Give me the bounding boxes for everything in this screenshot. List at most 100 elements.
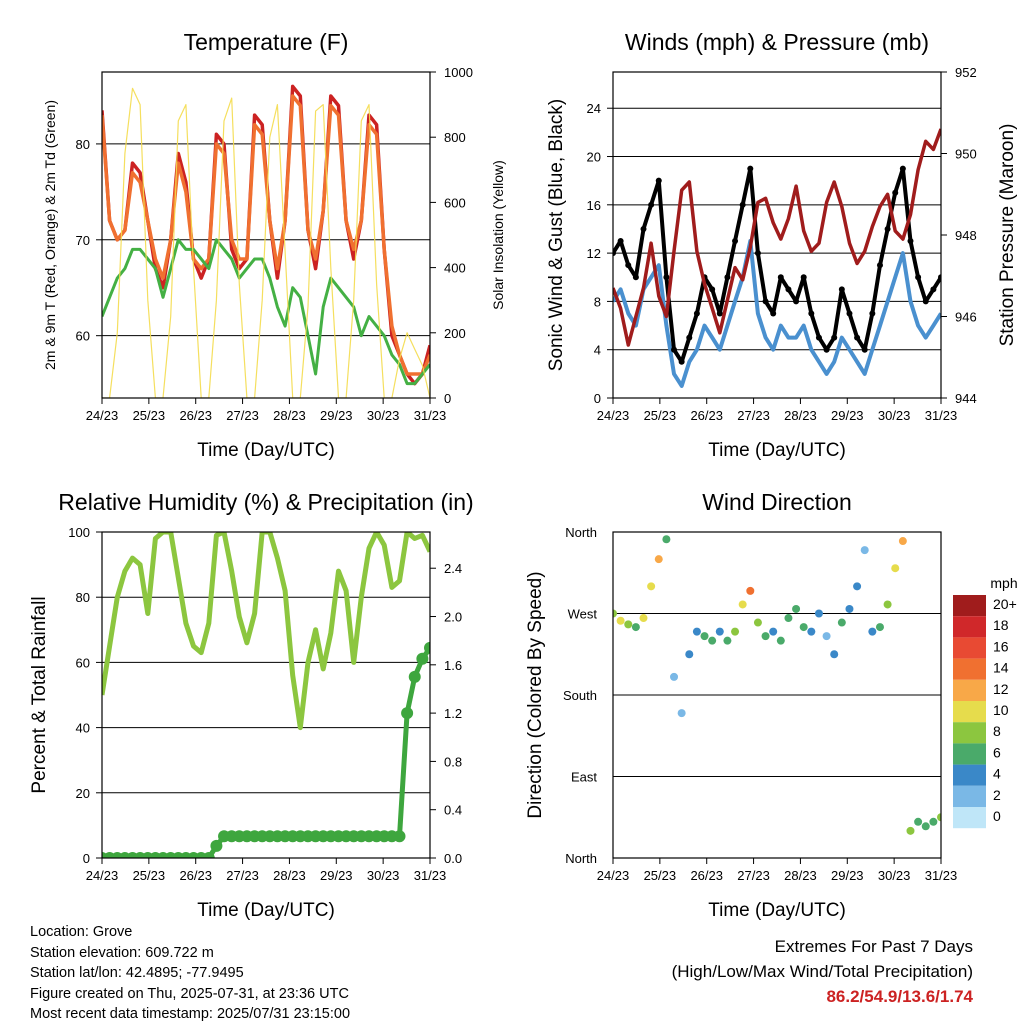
direction-point [875, 623, 884, 632]
direction-point [845, 604, 854, 613]
legend-swatch [953, 743, 986, 765]
direction-point [853, 582, 862, 591]
gust-point [808, 310, 815, 317]
y-right-tick-label: 0 [444, 391, 451, 406]
gust-point [663, 274, 670, 281]
x-tick-label: 26/23 [179, 408, 212, 423]
precip-point [416, 652, 429, 665]
series-line-relative-humidity [102, 532, 430, 731]
legend-title: mph [990, 575, 1017, 591]
x-tick-label: 27/23 [226, 408, 259, 423]
gust-point [915, 274, 922, 281]
x-tick-label: 27/23 [226, 868, 259, 883]
gust-point [747, 165, 754, 172]
legend-label: 12 [993, 681, 1009, 697]
legend-swatch [953, 785, 986, 807]
direction-point [868, 627, 877, 636]
direction-point [822, 632, 831, 641]
gust-point [678, 358, 685, 365]
legend-swatch [953, 722, 986, 744]
gust-point [831, 334, 838, 341]
y-axis-label-right: Station Pressure (Maroon) [997, 124, 1018, 347]
direction-point [631, 623, 640, 632]
legend-label: 8 [993, 723, 1001, 739]
y-tick-label: North [565, 525, 597, 540]
y-right-tick-label: 0.8 [444, 754, 462, 769]
gust-point [724, 274, 731, 281]
gust-point [754, 250, 761, 257]
y-tick-label: 12 [587, 246, 601, 261]
precip-point [424, 641, 430, 654]
direction-point [708, 636, 717, 645]
direction-point [647, 582, 656, 591]
gust-point [777, 274, 784, 281]
gust-point [838, 286, 845, 293]
station-elevation: Station elevation: 609.722 m [30, 944, 214, 961]
gust-point [640, 225, 647, 232]
data-layer [613, 128, 941, 388]
gust-point [671, 346, 678, 353]
direction-point [929, 817, 938, 826]
legend-swatch [953, 679, 986, 701]
y-axis-label: Percent & Total Rainfall [29, 596, 50, 793]
series-line-wind [613, 239, 941, 388]
x-tick-label: 30/23 [878, 408, 911, 423]
direction-point [692, 627, 701, 636]
legend-label: 10 [993, 702, 1009, 718]
y-tick-label: 70 [76, 233, 90, 248]
x-tick-label: 24/23 [597, 868, 630, 883]
direction-point [921, 822, 930, 831]
precip-point [408, 670, 421, 683]
legend-label: 20+ [993, 596, 1017, 612]
legend-label: 6 [993, 744, 1001, 760]
x-tick-label: 31/23 [925, 408, 958, 423]
direction-point [860, 546, 869, 555]
x-axis-label: Time (Day/UTC) [708, 900, 846, 920]
direction-point [616, 616, 625, 625]
gust-point [930, 286, 937, 293]
x-tick-label: 28/23 [273, 408, 306, 423]
direction-point [731, 627, 740, 636]
y-right-tick-label: 400 [444, 261, 466, 276]
gust-point [800, 274, 807, 281]
gust-point [938, 274, 941, 281]
chart-title: Winds (mph) & Pressure (mb) [625, 29, 929, 55]
legend-label: 0 [993, 808, 1001, 824]
legend-swatch [953, 616, 986, 638]
legend-label: 4 [993, 766, 1001, 782]
data-layer [102, 84, 430, 398]
x-tick-label: 29/23 [320, 408, 353, 423]
direction-point [700, 632, 709, 641]
gust-point [884, 225, 891, 232]
y-tick-label: 100 [68, 525, 90, 540]
legend-label: 18 [993, 617, 1009, 633]
y-axis-label: Direction (Colored By Speed) [525, 571, 546, 818]
y-tick-label: 0 [594, 391, 601, 406]
y-right-tick-label: 0.0 [444, 851, 462, 866]
y-tick-label: 80 [76, 137, 90, 152]
station-location: Location: Grove [30, 924, 133, 940]
y-right-tick-label: 950 [955, 147, 977, 162]
x-tick-label: 28/23 [784, 868, 817, 883]
direction-point [914, 817, 923, 826]
speed-legend: mph 20+ 18 16 14 12 10 8 6 4 2 0 [953, 575, 1018, 829]
x-tick-label: 29/23 [320, 868, 353, 883]
gust-point [732, 238, 739, 245]
x-tick-label: 24/23 [597, 408, 630, 423]
chart-title: Wind Direction [702, 489, 852, 515]
direction-point [776, 636, 785, 645]
legend-swatch [953, 658, 986, 680]
gust-point [625, 262, 632, 269]
x-tick-label: 28/23 [273, 868, 306, 883]
x-tick-label: 28/23 [784, 408, 817, 423]
gust-point [762, 298, 769, 305]
extremes-values: 86.2/54.9/13.6/1.74 [826, 987, 973, 1006]
gust-point [861, 346, 868, 353]
x-tick-label: 31/23 [414, 408, 447, 423]
direction-point [769, 627, 778, 636]
legend-swatch [953, 807, 986, 829]
direction-point [662, 535, 671, 544]
gust-point [922, 298, 929, 305]
gust-point [693, 310, 700, 317]
y-tick-label: South [563, 688, 597, 703]
